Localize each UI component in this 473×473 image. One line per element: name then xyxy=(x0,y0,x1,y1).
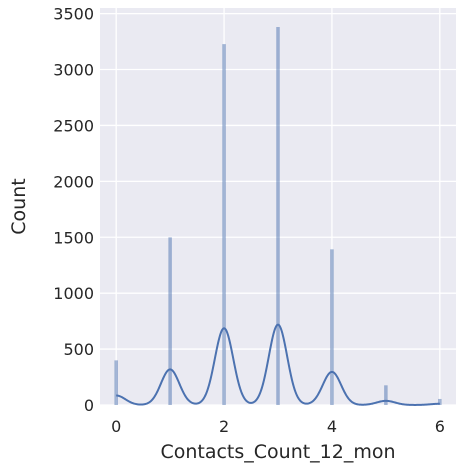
y-tick-label: 0 xyxy=(84,396,94,415)
y-tick-label: 1000 xyxy=(53,284,94,303)
y-axis-label: Count xyxy=(8,178,30,234)
histogram-bar xyxy=(276,27,280,405)
histogram-bar xyxy=(168,237,172,405)
histogram-bar xyxy=(384,385,388,405)
histogram-bar xyxy=(114,360,118,405)
y-tick-label: 3500 xyxy=(53,5,94,24)
x-axis-label: Contacts_Count_12_mon xyxy=(160,441,395,463)
y-tick-label: 3000 xyxy=(53,61,94,80)
y-tick-label: 1500 xyxy=(53,228,94,247)
x-tick-label: 4 xyxy=(327,417,337,436)
y-tick-labels: 0 500 1000 1500 2000 2500 3000 3500 xyxy=(53,5,94,415)
x-tick-label: 6 xyxy=(435,417,445,436)
histogram-bar xyxy=(222,44,226,405)
y-tick-label: 2000 xyxy=(53,172,94,191)
y-tick-label: 500 xyxy=(63,340,94,359)
x-tick-label: 2 xyxy=(219,417,229,436)
x-tick-label: 0 xyxy=(111,417,121,436)
y-tick-label: 2500 xyxy=(53,116,94,135)
x-tick-labels: 0 2 4 6 xyxy=(111,417,445,436)
histogram-bar xyxy=(330,249,334,405)
